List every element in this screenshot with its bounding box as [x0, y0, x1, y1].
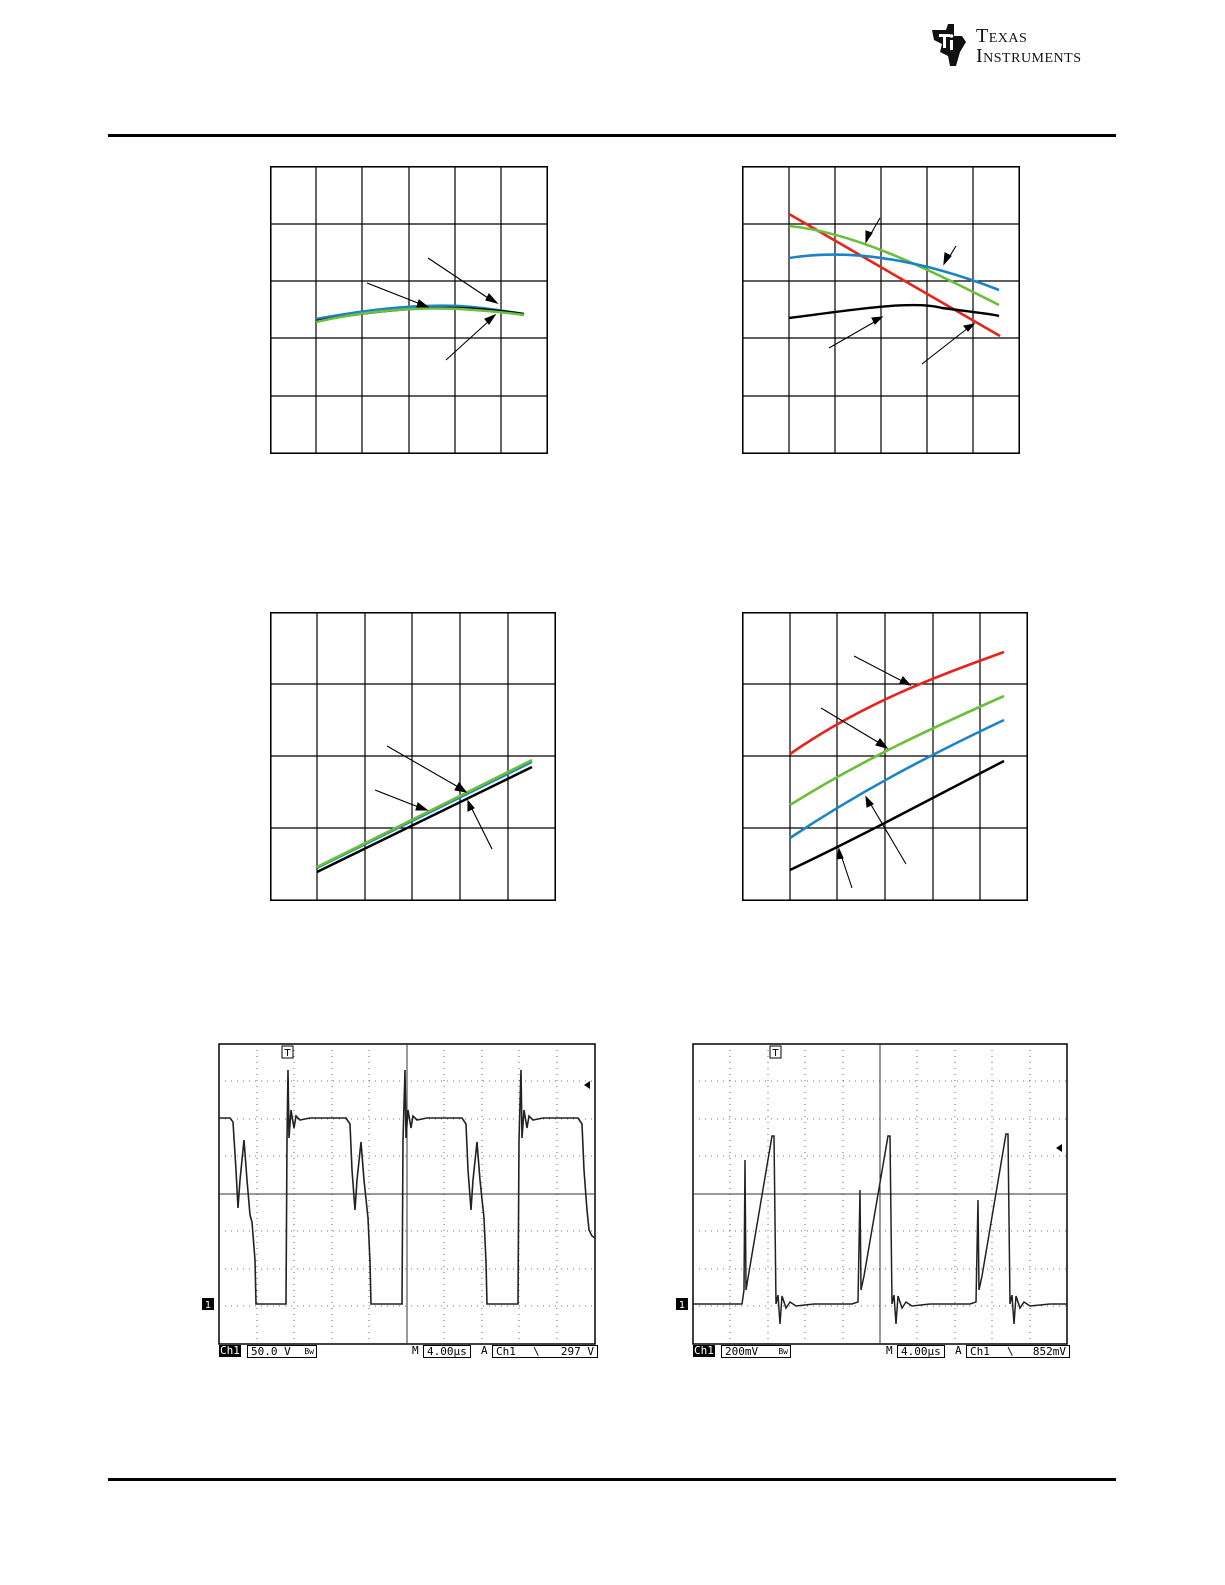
ground-marker: 1	[676, 1298, 688, 1311]
trigger-prefix: A	[481, 1344, 488, 1357]
curve-black	[316, 765, 533, 874]
footer-rule	[108, 1478, 1116, 1481]
trigger-prefix: A	[955, 1344, 962, 1357]
arrows	[374, 745, 493, 850]
arrows	[828, 217, 976, 365]
curve-blue	[789, 718, 1005, 840]
scope-screen: T 1	[202, 1043, 596, 1345]
grid	[742, 612, 1028, 901]
trigger-settings: Ch1 \ 297 V	[492, 1345, 598, 1358]
channel-label: Ch1	[693, 1344, 715, 1357]
curve-green	[316, 758, 533, 869]
graph-top-right	[742, 166, 1020, 454]
volts-per-div: 50.0 V Bw	[247, 1345, 317, 1358]
curve-black	[789, 759, 1005, 872]
timebase: 4.00µs	[423, 1345, 471, 1358]
timebase-prefix: M	[412, 1344, 419, 1357]
logo-line-1: Texas	[976, 25, 1028, 47]
scope-status-bar: Ch1 200mV Bw M 4.00µs A Ch1 \ 852mV	[674, 1344, 1074, 1358]
curve-green	[315, 307, 525, 324]
curve-blue	[788, 253, 1000, 292]
trigger-level: 297 V	[560, 1345, 594, 1358]
svg-text:1: 1	[679, 1300, 685, 1311]
scope-trace	[693, 1133, 1067, 1325]
curve-red	[788, 212, 1001, 338]
ti-state-icon	[932, 24, 966, 66]
scope-trace	[219, 1069, 596, 1305]
scope-status-bar: Ch1 50.0 V Bw M 4.00µs A Ch1 \ 297 V	[200, 1344, 600, 1358]
slope-icon: \	[1007, 1345, 1014, 1358]
graph-top-left	[270, 166, 548, 454]
graph-middle-right	[742, 612, 1028, 901]
trigger-level-arrow	[1056, 1144, 1062, 1152]
trigger-level: 852mV	[1032, 1345, 1066, 1358]
svg-text:T: T	[283, 1048, 291, 1059]
coupling-icon: Bw	[778, 1347, 788, 1356]
arrows	[366, 257, 499, 361]
scope-right: T 1 Ch1 200mV Bw M 4.00µs A Ch1 \ 852mV	[674, 1040, 1074, 1360]
trigger-settings: Ch1 \ 852mV	[966, 1345, 1070, 1358]
curve-green	[789, 694, 1005, 807]
svg-text:T: T	[771, 1048, 779, 1059]
svg-text:1: 1	[205, 1300, 211, 1311]
trigger-marker: T	[769, 1045, 782, 1059]
curve-green	[788, 224, 1000, 307]
graph-middle-left	[270, 612, 556, 901]
timebase: 4.00µs	[897, 1345, 945, 1358]
timebase-prefix: M	[886, 1344, 893, 1357]
arrows	[820, 655, 912, 889]
curve-black	[788, 303, 1000, 320]
trigger-level-arrow	[584, 1081, 590, 1089]
scope-left: T 1 Ch1 50.0 V Bw M 4.00µs A Ch1 \ 297 V	[200, 1040, 600, 1360]
scope-screen: T 1	[676, 1043, 1068, 1345]
volts-per-div: 200mV Bw	[721, 1345, 791, 1358]
grid	[742, 166, 1020, 454]
grid	[270, 612, 556, 901]
trigger-marker: T	[281, 1045, 294, 1059]
header-rule	[108, 134, 1116, 137]
ti-logo: Texas Instruments	[928, 22, 1118, 74]
slope-icon: \	[533, 1345, 540, 1358]
logo-line-2: Instruments	[976, 45, 1082, 67]
curve-red	[789, 650, 1005, 756]
channel-label: Ch1	[219, 1344, 241, 1357]
ti-wordmark: Texas Instruments	[976, 26, 1082, 66]
ground-marker: 1	[202, 1298, 214, 1311]
coupling-icon: Bw	[304, 1347, 314, 1356]
